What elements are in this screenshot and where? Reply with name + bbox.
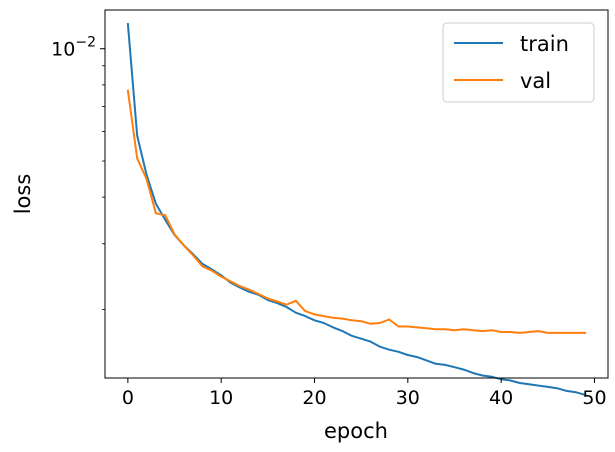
y-tick-label: 10−2: [51, 35, 96, 61]
x-axis-label: epoch: [324, 419, 388, 443]
x-tick-label: 50: [582, 387, 606, 409]
legend-box: [442, 22, 595, 103]
y-axis-label: loss: [11, 174, 35, 215]
x-ticks: 0 10 20 30 40 50: [122, 378, 607, 409]
plot-frame: [104, 9, 609, 379]
legend: train val: [442, 22, 595, 103]
series-line-val: [126, 89, 587, 334]
legend-label-val: val: [520, 69, 551, 93]
x-tick-label: 20: [302, 387, 326, 409]
x-tick-label: 0: [122, 387, 134, 409]
x-tick-label: 10: [209, 387, 233, 409]
legend-label-train: train: [520, 32, 569, 56]
series-layer: [126, 22, 587, 397]
series-line-train: [126, 22, 587, 397]
y-ticks: 10−2: [51, 35, 105, 310]
x-tick-label: 40: [489, 387, 513, 409]
x-tick-label: 30: [396, 387, 420, 409]
